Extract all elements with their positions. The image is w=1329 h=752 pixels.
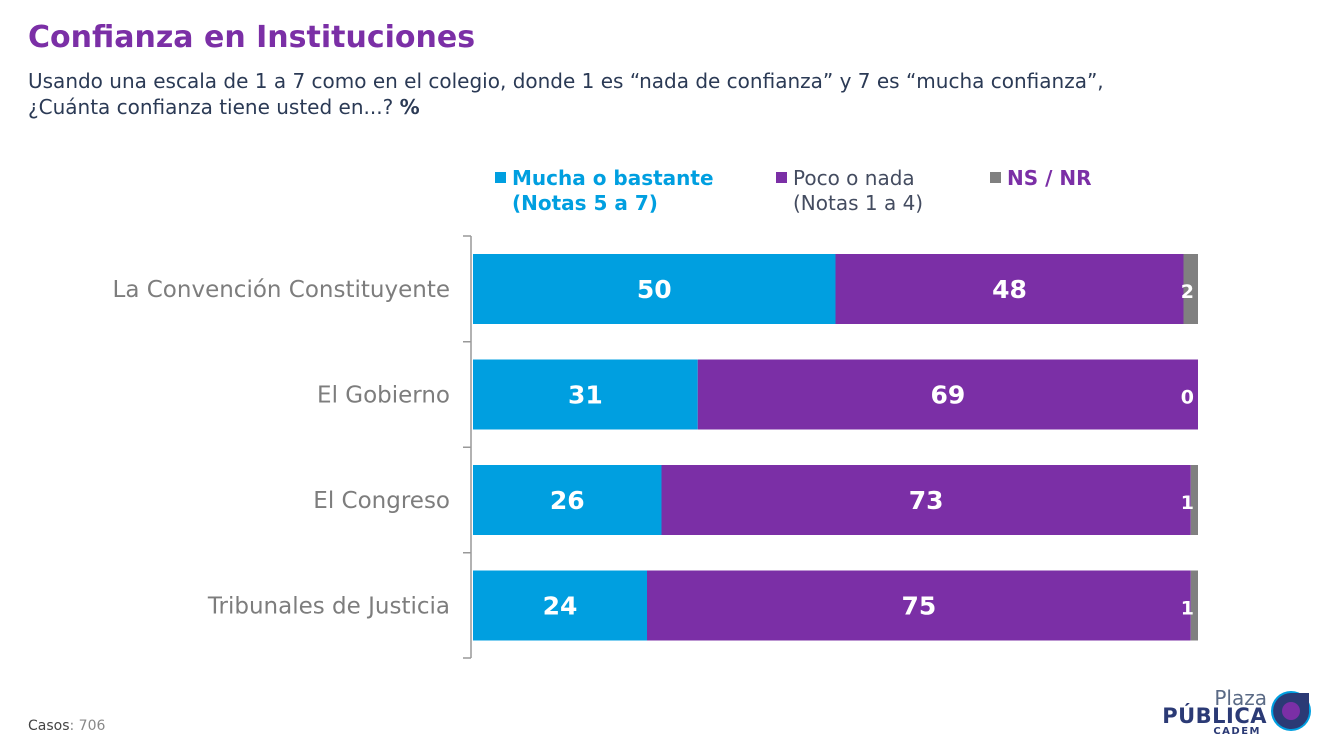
data-label-1-series-2: 0 — [1181, 387, 1194, 409]
footer-casos: Casos: 706 — [28, 718, 105, 734]
bar-3-series-0 — [473, 570, 647, 641]
legend-swatch-nsnr — [990, 172, 1001, 183]
data-label-2-series-2: 1 — [1181, 492, 1194, 514]
legend-item-poco-o-nada: Poco o nada (Notas 1 a 4) — [776, 166, 924, 216]
legend-swatch-poco — [776, 172, 787, 183]
bar-1-series-0 — [473, 359, 698, 430]
logo-text-publica: PÚBLICA — [1162, 704, 1267, 728]
legend-label-nsnr: NS / NR — [1007, 166, 1092, 190]
bar-3-series-2 — [1190, 570, 1198, 641]
bar-2-series-0 — [473, 465, 662, 535]
data-label-2-series-0: 26 — [550, 486, 585, 515]
subtitle-line-2: ¿Cuánta confianza tiene usted en...? — [28, 95, 394, 119]
plaza-publica-cadem-logo: Plaza PÚBLICA CADEM — [1162, 686, 1313, 737]
legend-swatch-mucha — [495, 172, 506, 183]
legend-item-ns-nr: NS / NR — [990, 166, 1092, 191]
data-label-0-series-0: 50 — [637, 275, 672, 304]
data-label-1-series-1: 69 — [930, 381, 965, 410]
category-label-1: El Gobierno — [317, 383, 450, 409]
legend-label-poco-line2: (Notas 1 a 4) — [793, 191, 924, 215]
data-label-0-series-1: 48 — [992, 275, 1027, 304]
subtitle-line-1: Usando una escala de 1 a 7 como en el co… — [28, 69, 1104, 93]
legend-label-mucha-line2: (Notas 5 a 7) — [512, 191, 658, 215]
category-label-2: El Congreso — [313, 488, 450, 514]
bar-2-series-1 — [661, 465, 1191, 535]
data-label-0-series-2: 2 — [1181, 281, 1194, 303]
casos-label: Casos — [28, 718, 70, 734]
casos-value: : 706 — [69, 718, 106, 734]
bar-0-series-1 — [835, 254, 1184, 324]
legend-label-mucha-line1: Mucha o bastante — [512, 166, 714, 190]
legend-label-poco-line1: Poco o nada — [793, 166, 915, 190]
bar-0-series-0 — [473, 254, 836, 324]
logo-text-plaza: Plaza — [1214, 686, 1267, 710]
chart-subtitle: Usando una escala de 1 a 7 como en el co… — [28, 68, 1228, 120]
logo-text-cadem: CADEM — [1213, 726, 1261, 737]
bar-3-series-1 — [647, 570, 1191, 641]
bar-2-series-2 — [1190, 465, 1198, 535]
category-label-3: Tribunales de Justicia — [207, 594, 450, 620]
bar-0-series-2 — [1183, 254, 1198, 324]
chart-title: Confianza en Instituciones — [28, 20, 476, 55]
data-label-3-series-2: 1 — [1181, 598, 1194, 620]
data-label-3-series-0: 24 — [543, 592, 578, 621]
data-label-3-series-1: 75 — [901, 592, 936, 621]
data-label-2-series-1: 73 — [909, 486, 944, 515]
category-label-0: La Convención Constituyente — [113, 277, 450, 303]
data-label-1-series-0: 31 — [568, 381, 603, 410]
subtitle-unit: % — [399, 95, 420, 119]
speech-bubble-icon — [1271, 691, 1311, 731]
legend-item-mucha-o-bastante: Mucha o bastante (Notas 5 a 7) — [495, 166, 714, 216]
bar-1-series-1 — [697, 359, 1198, 430]
